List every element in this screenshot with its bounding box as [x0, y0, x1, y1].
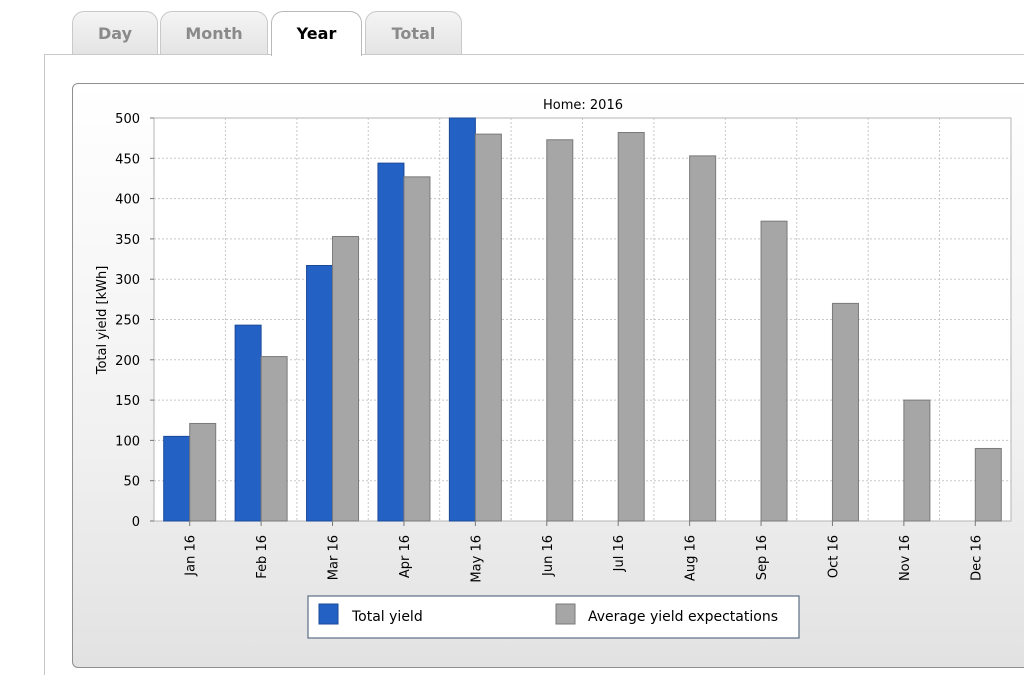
- legend: Total yield Average yield expectations: [307, 595, 800, 639]
- bar-average-yield: [689, 155, 717, 522]
- x-tick-label: Jan 16: [184, 535, 199, 577]
- x-tick-label: Jun 16: [541, 535, 556, 577]
- y-tick-label: 350: [115, 233, 140, 248]
- x-tick-label: Aug 16: [684, 535, 699, 581]
- x-tick-label: Mar 16: [327, 535, 342, 580]
- y-tick-label: 500: [115, 112, 140, 127]
- bar-total-yield: [306, 264, 334, 522]
- tab-day[interactable]: Day: [72, 11, 158, 54]
- legend-box: [307, 595, 800, 639]
- legend-label-average-yield: Average yield expectations: [588, 609, 778, 625]
- y-tick-label: 150: [115, 394, 140, 409]
- bar-total-yield: [377, 162, 405, 522]
- y-tick-label: 100: [115, 434, 140, 449]
- bar-average-yield: [617, 132, 645, 522]
- bar-average-yield: [474, 133, 502, 522]
- y-axis-label: Total yield [kWh]: [95, 266, 110, 376]
- x-tick-label: Feb 16: [255, 535, 270, 579]
- y-ticks: 0 50 100 150 200 250 300 350 400 450 500: [115, 112, 154, 530]
- bars: [163, 117, 1002, 522]
- y-tick-label: 250: [115, 314, 140, 329]
- bar-total-yield: [234, 324, 262, 522]
- legend-swatch-total-yield: [318, 603, 339, 625]
- bar-average-yield: [760, 220, 788, 522]
- bar-average-yield: [831, 302, 859, 522]
- x-tick-label: Jul 16: [612, 535, 627, 572]
- x-tick-label: May 16: [469, 535, 484, 583]
- bar-average-yield: [403, 176, 431, 522]
- x-tick-label: Dec 16: [969, 535, 984, 581]
- y-tick-label: 200: [115, 354, 140, 369]
- y-tick-label: 300: [115, 273, 140, 288]
- y-tick-label: 400: [115, 193, 140, 208]
- y-tick-label: 450: [115, 152, 140, 167]
- bar-total-yield: [163, 435, 191, 522]
- bar-average-yield: [903, 399, 931, 522]
- x-ticks: Jan 16 Feb 16 Mar 16 Apr 16 May 16 Jun 16 Jul …: [184, 521, 984, 583]
- bar-average-yield: [332, 235, 360, 522]
- yield-chart: 0 50 100 150 200 250 300 350 400 450 500 Jan 16 Feb…: [95, 98, 1012, 639]
- x-tick-label: Apr 16: [398, 535, 413, 578]
- tab-month[interactable]: Month: [160, 11, 268, 54]
- bar-total-yield: [448, 117, 476, 522]
- y-tick-label: 0: [132, 515, 140, 530]
- tab-total[interactable]: Total: [365, 11, 462, 54]
- y-tick-label: 50: [123, 475, 140, 490]
- legend-swatch-average-yield: [555, 603, 576, 625]
- bar-average-yield: [974, 447, 1002, 522]
- x-tick-label: Sep 16: [755, 535, 770, 580]
- tab-year[interactable]: Year: [271, 11, 362, 56]
- bar-average-yield: [546, 139, 574, 522]
- legend-label-total-yield: Total yield: [351, 609, 423, 625]
- chart-title: Home: 2016: [543, 98, 623, 113]
- x-tick-label: Oct 16: [826, 535, 841, 578]
- grid: [154, 118, 1011, 521]
- bar-average-yield: [260, 356, 288, 522]
- bar-average-yield: [189, 422, 217, 522]
- x-tick-label: Nov 16: [898, 535, 913, 581]
